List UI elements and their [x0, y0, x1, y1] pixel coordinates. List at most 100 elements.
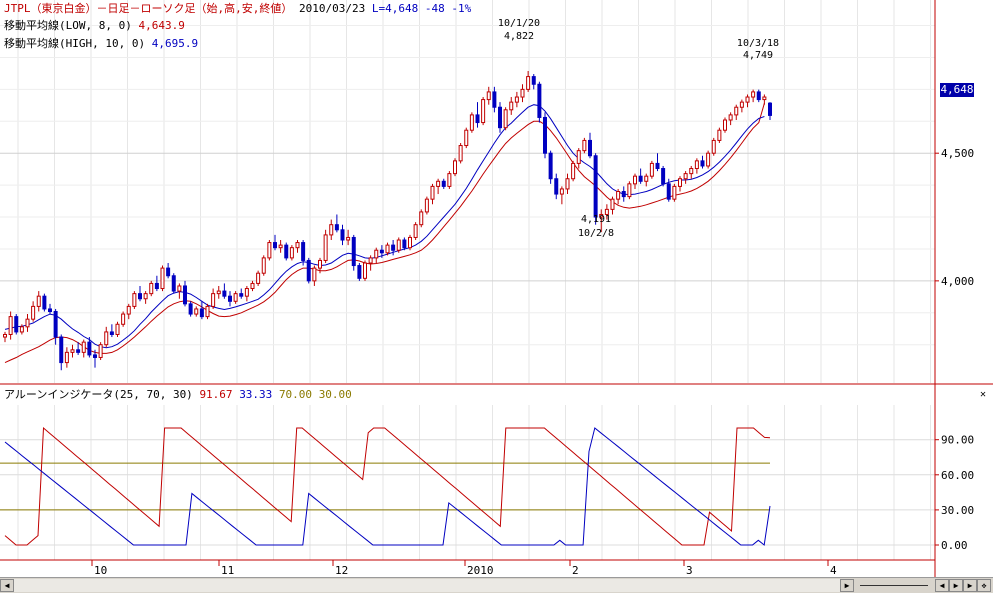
candle-body — [374, 249, 379, 259]
candle — [666, 178, 671, 202]
candle — [604, 204, 609, 220]
candle — [571, 160, 576, 182]
candle-body — [351, 236, 356, 267]
candle-body — [520, 88, 525, 98]
candle-body — [233, 293, 238, 302]
candlesticks — [3, 70, 772, 371]
candle-body — [194, 308, 199, 315]
candle — [559, 186, 564, 205]
candle — [228, 291, 232, 307]
horizontal-scrollbar[interactable]: ◀ ▶ ◀ ▶ ▶ ✥ — [0, 577, 993, 593]
candle — [87, 337, 92, 358]
candle-body — [408, 236, 412, 249]
ma-high-label: 移動平均線(HIGH, 10, 0) — [4, 37, 146, 50]
candle-body — [627, 183, 632, 198]
candle — [711, 137, 716, 156]
candle-body — [666, 183, 671, 200]
candle-body — [700, 160, 705, 167]
indicator-close-button[interactable]: ✕ — [979, 389, 987, 400]
candle — [340, 224, 345, 246]
candle — [222, 283, 227, 299]
candle — [745, 94, 750, 108]
candle-body — [14, 316, 19, 333]
candle-body — [284, 244, 289, 259]
candle — [154, 275, 159, 292]
ma-high-line — [4, 103, 765, 364]
candle-body — [295, 242, 300, 249]
candle-body — [149, 282, 154, 295]
candle-body — [633, 175, 637, 185]
zoom-reset-button[interactable]: ▶ — [963, 579, 977, 592]
aroon-lines — [4, 426, 771, 546]
candle-body — [323, 234, 328, 261]
candle — [514, 91, 519, 108]
candle-body — [492, 91, 497, 108]
candle-body — [655, 162, 660, 170]
candle — [486, 86, 491, 105]
candle — [171, 273, 176, 294]
candle — [689, 165, 694, 179]
candle-body — [621, 191, 626, 198]
candle — [363, 260, 367, 281]
candle — [211, 288, 216, 309]
candle-body — [413, 224, 418, 238]
candle — [520, 84, 525, 103]
last-price-tag: 4,648 — [940, 83, 974, 97]
candle — [143, 291, 148, 304]
candle-body — [25, 318, 30, 328]
candle-body — [739, 101, 744, 108]
candle — [694, 158, 699, 174]
scroll-track[interactable] — [14, 579, 840, 592]
candle-body — [312, 267, 317, 282]
candle-body — [599, 213, 604, 218]
candle — [762, 94, 767, 105]
candle-body — [728, 114, 733, 121]
candle-body — [683, 173, 688, 180]
candle — [278, 240, 283, 253]
candle-body — [93, 354, 97, 358]
x-tick-label: 2010 — [467, 564, 494, 577]
candle-body — [543, 116, 547, 154]
candle — [537, 81, 542, 123]
candle-body — [216, 290, 221, 295]
candle — [638, 168, 643, 184]
indicator-tick-label: 30.00 — [941, 504, 974, 517]
candle-body — [565, 178, 570, 190]
candle-body — [76, 349, 81, 353]
candle — [588, 132, 592, 159]
aroon-down-line — [4, 427, 771, 546]
candle — [261, 255, 266, 276]
candle-body — [48, 308, 52, 313]
candle-body — [8, 316, 13, 335]
ma-low-line — [4, 104, 765, 349]
candle — [3, 331, 7, 343]
scroll-right-button[interactable]: ▶ — [840, 579, 854, 592]
zoom-in-button[interactable]: ◀ — [935, 579, 949, 592]
candle — [436, 178, 441, 195]
candle — [42, 293, 47, 312]
chart-title: JTPL（東京白金）－日足－ローソク足（始,高,安,終値） 2010/03/23… — [4, 2, 471, 16]
candle-body — [81, 341, 86, 353]
candle-body — [160, 267, 165, 290]
candle — [723, 117, 727, 133]
candle — [413, 222, 418, 241]
candle-body — [357, 265, 362, 279]
zoom-out-button[interactable]: ▶ — [949, 579, 963, 592]
candle — [655, 153, 660, 172]
scroll-left-button[interactable]: ◀ — [0, 579, 14, 592]
candle-body — [87, 341, 92, 356]
candle — [48, 303, 52, 315]
candle-body — [199, 308, 204, 318]
indicator-label: アルーンインジケータ(25, 70, 30) — [4, 388, 193, 401]
candle — [492, 86, 497, 113]
ma-low-label: 移動平均線(LOW, 8, 0) — [4, 19, 132, 32]
zoom-slider[interactable] — [858, 580, 932, 591]
candle — [526, 70, 531, 92]
candle — [498, 102, 502, 133]
candle — [216, 285, 221, 299]
candle — [351, 234, 356, 271]
candle — [109, 324, 114, 338]
candle — [323, 229, 328, 263]
candle-body — [42, 295, 47, 310]
move-icon[interactable]: ✥ — [977, 579, 991, 592]
